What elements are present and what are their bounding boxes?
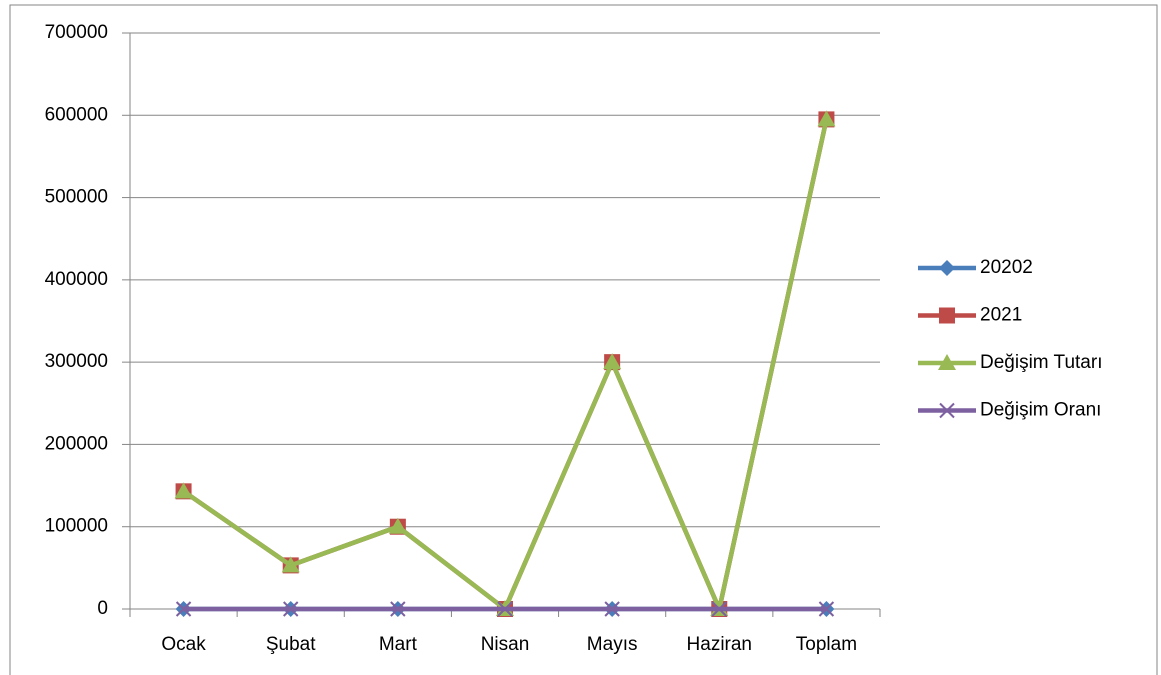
- legend-marker: [939, 402, 955, 419]
- y-tick-label: 0: [97, 598, 108, 619]
- y-tick-label: 500000: [45, 187, 108, 208]
- x-tick-label: Mayıs: [587, 634, 638, 655]
- x-tick-label: Toplam: [796, 634, 857, 655]
- data-point: [388, 517, 407, 534]
- chart-frame: [9, 4, 1158, 675]
- y-tick-label: 600000: [45, 104, 108, 125]
- legend-marker: [939, 307, 955, 324]
- x-tick-label: Nisan: [481, 634, 530, 655]
- data-point: [497, 601, 513, 617]
- data-point: [711, 601, 727, 617]
- y-tick-label: 200000: [45, 433, 108, 454]
- x-tick-label: Ocak: [161, 634, 206, 655]
- legend-label: 20202: [980, 257, 1033, 278]
- data-point: [818, 601, 835, 617]
- y-tick-label: 700000: [45, 22, 108, 43]
- data-point: [817, 110, 836, 127]
- y-tick-label: 300000: [45, 351, 108, 372]
- x-tick-label: Mart: [379, 634, 418, 655]
- y-tick-label: 100000: [45, 516, 108, 537]
- data-point: [283, 601, 299, 617]
- x-tick-label: Şubat: [266, 634, 316, 655]
- data-point: [174, 482, 193, 499]
- legend-label: Değişim Tutarı: [980, 352, 1102, 373]
- y-tick-label: 400000: [45, 269, 108, 290]
- legend-label: Değişim Oranı: [980, 400, 1101, 421]
- legend-marker: [938, 354, 956, 370]
- data-point: [604, 601, 620, 617]
- legend-label: 2021: [980, 305, 1022, 326]
- data-point: [390, 601, 406, 617]
- data-point: [175, 601, 192, 617]
- legend-marker: [939, 260, 955, 276]
- data-point: [281, 556, 300, 573]
- x-tick-label: Haziran: [687, 634, 752, 655]
- data-point: [603, 353, 622, 370]
